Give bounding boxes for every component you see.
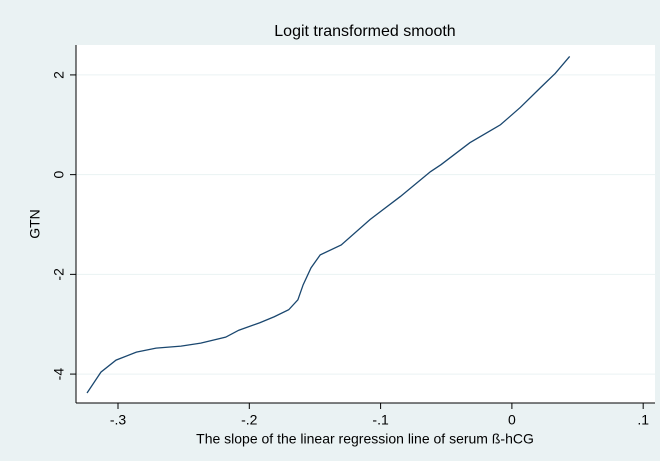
x-tick-label: 0	[508, 412, 516, 428]
y-axis-label: GTN	[27, 209, 43, 239]
x-tick-label: .1	[637, 412, 649, 428]
x-tick-label: -.2	[241, 412, 258, 428]
y-tick-label: -4	[51, 368, 67, 381]
chart-title: Logit transformed smooth	[274, 23, 455, 40]
x-axis-label: The slope of the linear regression line …	[196, 431, 534, 447]
y-tick-label: 2	[51, 71, 67, 79]
y-tick-label: 0	[51, 171, 67, 179]
y-tick-label: -2	[51, 268, 67, 281]
data-line	[86, 56, 571, 394]
x-tick-label: -.3	[110, 412, 127, 428]
x-tick-label: -.1	[372, 412, 389, 428]
